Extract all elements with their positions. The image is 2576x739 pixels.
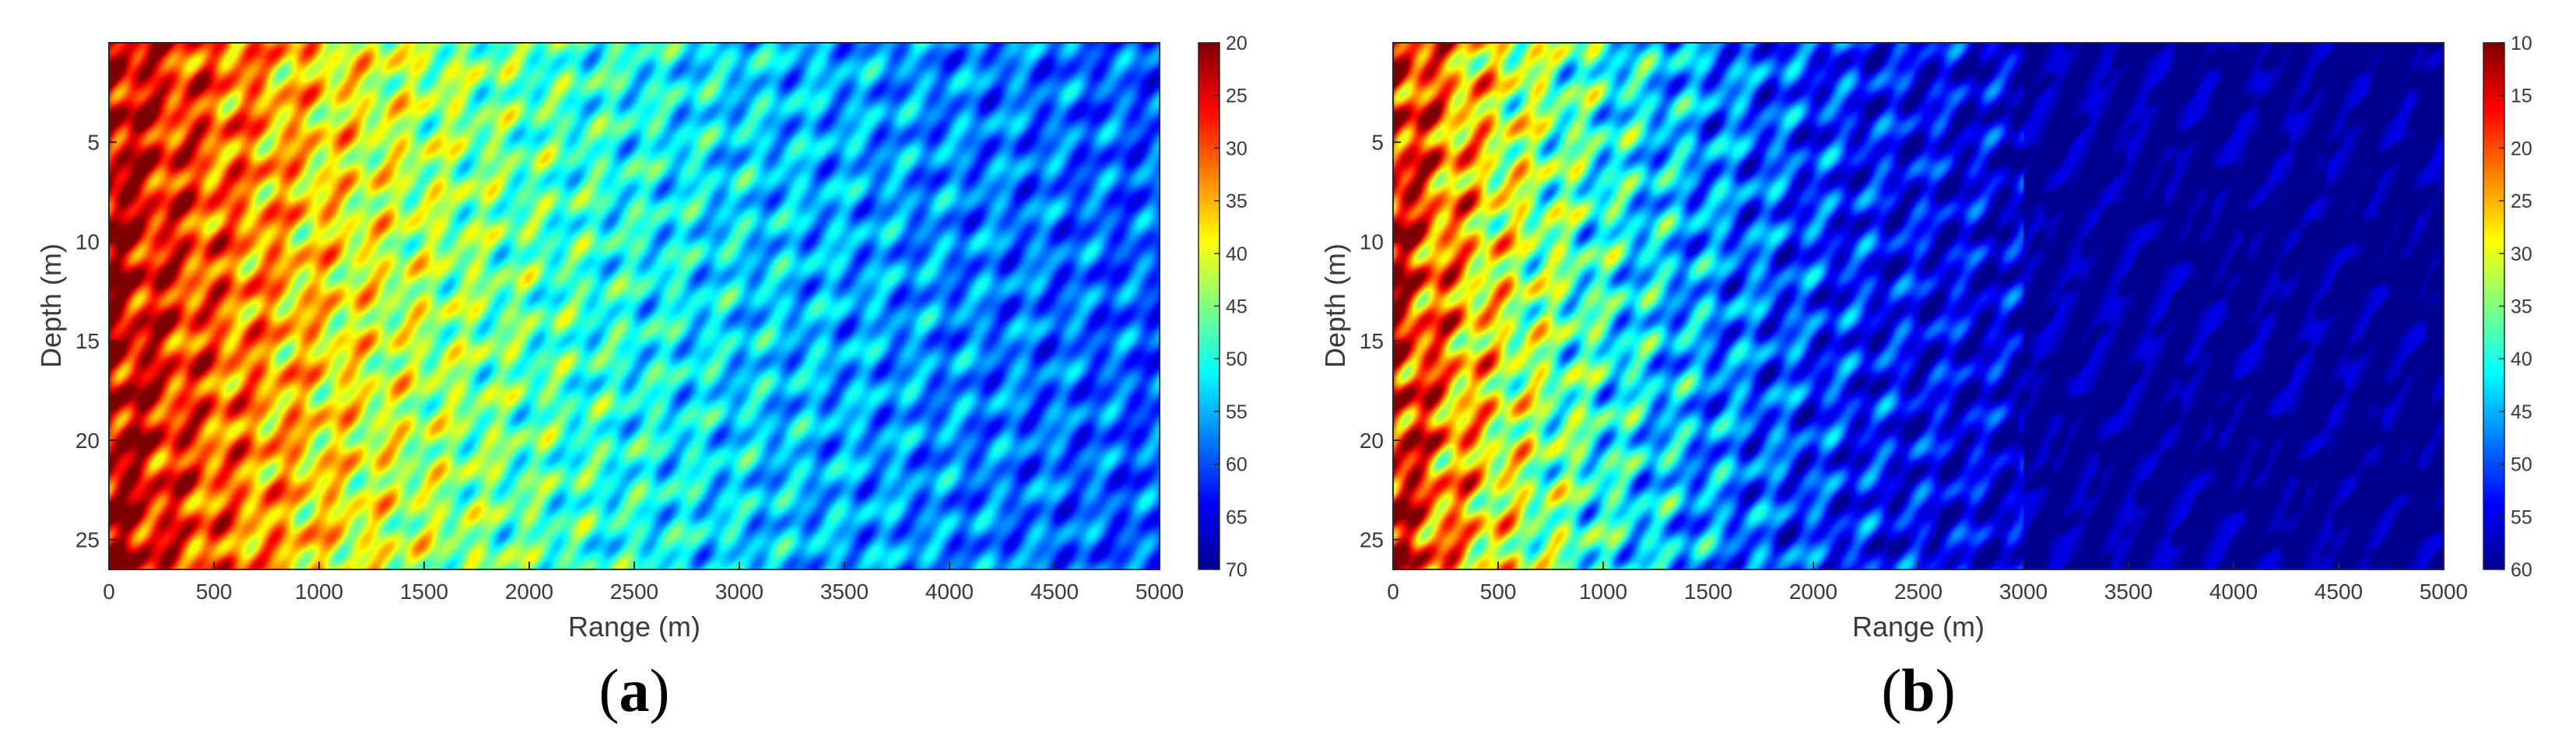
x-tick-label: 2000 (505, 580, 553, 604)
colorbar-tick-label: 40 (2511, 348, 2532, 370)
colorbar-tick-label: 25 (2511, 191, 2532, 212)
heatmap-b-image (1393, 43, 2444, 569)
colorbar-tick-label: 30 (1226, 138, 1248, 159)
x-tick-label: 5000 (1135, 580, 1184, 604)
x-tick-label: 4000 (2209, 580, 2258, 604)
chart-b-svg: 0 500 1000 1500 2000 2500 3000 3500 4000 4500 5000… (1319, 33, 2532, 643)
colorbar-a-ticks: 20 25 30 35 40 45 50 55 60 65 70 (1214, 33, 1248, 581)
colorbar-tick-label: 20 (2511, 138, 2532, 159)
x-tick-label: 3500 (820, 580, 869, 604)
y-ticks-b: 5 10 15 20 25 (1360, 131, 1401, 552)
y-tick-label: 15 (1360, 329, 1384, 353)
y-tick-label: 20 (75, 429, 100, 453)
y-tick-label: 25 (1360, 528, 1384, 552)
x-tick-label: 1000 (295, 580, 343, 604)
colorbar-tick-label: 55 (2511, 506, 2532, 528)
colorbar-tick-label: 40 (1226, 243, 1248, 265)
y-ticks-a: 5 10 15 20 25 (75, 131, 117, 552)
y-tick-label: 20 (1360, 429, 1384, 453)
colorbar-tick-label: 30 (2511, 243, 2532, 265)
x-tick-label: 1500 (400, 580, 448, 604)
y-axis-title-b: Depth (m) (1319, 243, 1351, 368)
x-tick-label: 500 (1480, 580, 1517, 604)
colorbar-tick-label: 10 (2511, 33, 2532, 54)
chart-a-svg: 0 500 1000 1500 2000 2500 3000 3500 4000 4500 5000… (35, 33, 1248, 643)
colorbar-tick-label: 50 (2511, 454, 2532, 476)
colorbar-tick-label: 35 (2511, 296, 2532, 318)
panel-a-caption: (a) (541, 652, 728, 730)
x-tick-label: 4000 (925, 580, 974, 604)
colorbar-tick-label: 50 (1226, 348, 1248, 370)
caption-b-open: ( (1881, 657, 1902, 724)
x-ticks-b: 0 500 1000 1500 2000 2500 3000 3500 4000 4500 5000 (1387, 562, 2468, 604)
y-tick-label: 5 (87, 131, 100, 155)
x-tick-label: 0 (103, 580, 115, 604)
caption-b-letter: b (1901, 657, 1936, 724)
x-ticks-a: 0 500 1000 1500 2000 2500 3000 3500 4000 4500 5000 (103, 562, 1184, 604)
y-tick-label: 10 (1360, 229, 1384, 254)
x-tick-label: 4500 (2315, 580, 2363, 604)
x-tick-label: 4500 (1030, 580, 1079, 604)
y-axis-title-a: Depth (m) (35, 243, 67, 368)
x-tick-label: 1500 (1684, 580, 1732, 604)
x-tick-label: 0 (1387, 580, 1399, 604)
x-tick-label: 3000 (715, 580, 763, 604)
x-tick-label: 500 (196, 580, 233, 604)
colorbar-tick-label: 15 (2511, 86, 2532, 107)
caption-b-close: ) (1935, 657, 1956, 724)
panel-a: 0 500 1000 1500 2000 2500 3000 3500 4000 4500 5000… (35, 33, 1248, 730)
colorbar-tick-label: 45 (2511, 401, 2532, 423)
colorbar-tick-label: 35 (1226, 191, 1248, 212)
caption-a-close: ) (649, 657, 670, 724)
colorbar-b-ticks: 10 15 20 25 30 35 40 45 50 55 60 (2499, 33, 2532, 581)
colorbar-tick-label: 60 (2511, 559, 2532, 581)
x-tick-label: 1000 (1579, 580, 1627, 604)
y-tick-label: 15 (75, 329, 100, 353)
colorbar-tick-label: 70 (1226, 559, 1248, 581)
panel-b: 0 500 1000 1500 2000 2500 3000 3500 4000 4500 5000… (1288, 0, 2576, 739)
x-tick-label: 5000 (2420, 580, 2468, 604)
colorbar-tick-label: 25 (1226, 86, 1248, 107)
heatmap-a-image (109, 43, 1160, 569)
y-tick-label: 25 (75, 528, 100, 552)
caption-a-open: ( (598, 657, 619, 724)
x-axis-title-b: Range (m) (1852, 611, 1985, 643)
x-tick-label: 3000 (1999, 580, 2048, 604)
x-tick-label: 3500 (2104, 580, 2153, 604)
colorbar-tick-label: 20 (1226, 33, 1248, 54)
y-tick-label: 10 (75, 229, 100, 254)
x-tick-label: 2500 (610, 580, 658, 604)
y-tick-label: 5 (1371, 131, 1384, 155)
colorbar-tick-label: 45 (1226, 296, 1248, 318)
x-axis-title-a: Range (m) (568, 611, 700, 643)
colorbar-tick-label: 55 (1226, 401, 1248, 423)
x-tick-label: 2500 (1894, 580, 1943, 604)
colorbar-tick-label: 60 (1226, 454, 1248, 476)
caption-a-letter: a (619, 657, 650, 724)
x-tick-label: 2000 (1789, 580, 1837, 604)
panel-b-caption: (b) (1825, 652, 2012, 730)
colorbar-tick-label: 65 (1226, 506, 1248, 528)
